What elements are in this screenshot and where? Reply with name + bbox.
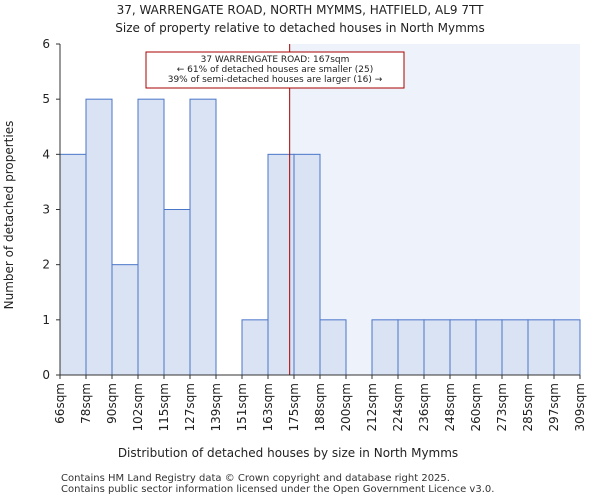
y-tick-label: 4 [42,147,50,161]
bar-102sqm [137,98,165,376]
bar-66sqm [59,153,87,376]
x-tick-label: 127sqm [183,383,197,431]
x-tick-label: 175sqm [287,383,301,431]
y-tick-label: 6 [42,37,50,51]
y-tick-label: 1 [42,313,50,327]
y-tick-label: 2 [42,258,50,272]
x-tick-label: 248sqm [443,383,457,431]
annotation-box [145,51,405,89]
x-tick-label: 139sqm [209,383,223,431]
bar-90sqm [111,264,139,376]
bar-151sqm [241,319,269,376]
x-tick-label: 102sqm [131,383,145,431]
x-tick-label: 212sqm [365,383,379,431]
bar-115sqm [163,209,191,376]
chart-title: 37, WARRENGATE ROAD, NORTH MYMMS, HATFIE… [117,3,485,17]
x-tick-label: 260sqm [469,383,483,431]
x-tick-label: 224sqm [391,383,405,431]
x-tick-label: 285sqm [521,383,535,431]
annotation-line-1: 37 WARRENGATE ROAD: 167sqm [201,55,350,65]
bar-188sqm [319,319,347,376]
bar-260sqm [475,319,503,376]
bar-212sqm [371,319,399,376]
x-tick-label: 151sqm [235,383,249,431]
x-tick-label: 188sqm [313,383,327,431]
x-ticks: 66sqm 78sqm 90sqm 102sqm 115sqm 127sqm 139sqm 1… [53,375,587,431]
annotation-line-3: 39% of semi-detached houses are larger (… [168,75,383,85]
x-tick-label: 273sqm [495,383,509,431]
bar-236sqm [423,319,451,376]
x-tick-label: 163sqm [261,383,275,431]
y-tick-label: 3 [42,203,50,217]
bar-248sqm [449,319,477,376]
bar-127sqm [189,98,217,376]
bar-175sqm [293,153,321,376]
x-tick-label: 90sqm [105,383,119,424]
x-tick-label: 115sqm [157,383,171,431]
y-tick-label: 0 [42,368,50,382]
footer-copyright: Contains HM Land Registry data © Crown c… [61,473,450,484]
y-tick-label: 5 [42,92,50,106]
x-tick-label: 78sqm [79,383,93,424]
bar-297sqm [553,319,581,376]
x-tick-label: 297sqm [547,383,561,431]
chart-subtitle: Size of property relative to detached ho… [115,21,485,35]
y-ticks: 0 1 2 3 4 5 6 [42,37,60,382]
bars [59,98,581,376]
bar-224sqm [397,319,425,376]
y-axis-label: Number of detached properties [2,121,16,310]
bar-285sqm [527,319,555,376]
x-axis-label: Distribution of detached houses by size … [118,446,458,460]
annotation-line-2: ← 61% of detached houses are smaller (25… [177,65,374,75]
x-tick-label: 309sqm [573,383,587,431]
x-tick-label: 236sqm [417,383,431,431]
x-tick-label: 66sqm [53,383,67,424]
bar-78sqm [85,98,113,376]
bar-273sqm [501,319,529,376]
x-tick-label: 200sqm [339,383,353,431]
footer-licence: Contains public sector information licen… [61,484,495,495]
